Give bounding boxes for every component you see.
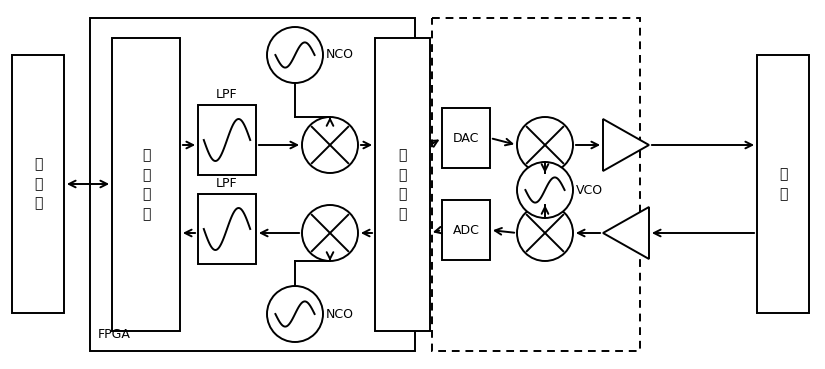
Circle shape bbox=[267, 27, 323, 83]
Bar bbox=[90, 18, 415, 351]
Bar bbox=[112, 38, 180, 331]
Bar bbox=[757, 55, 809, 313]
Circle shape bbox=[302, 117, 358, 173]
Text: 接
口
模
块: 接 口 模 块 bbox=[398, 148, 407, 221]
Bar bbox=[442, 200, 490, 260]
Circle shape bbox=[267, 286, 323, 342]
Text: VCO: VCO bbox=[576, 183, 603, 197]
Bar bbox=[432, 18, 640, 351]
Text: NCO: NCO bbox=[326, 48, 354, 62]
Bar bbox=[12, 55, 64, 313]
Text: 基
带
处
理: 基 带 处 理 bbox=[142, 148, 150, 221]
Text: LPF: LPF bbox=[216, 88, 238, 101]
Bar bbox=[442, 108, 490, 168]
Text: LPF: LPF bbox=[216, 177, 238, 190]
Circle shape bbox=[517, 117, 573, 173]
Circle shape bbox=[517, 205, 573, 261]
Text: 天
线: 天 线 bbox=[779, 167, 787, 201]
Bar bbox=[198, 105, 256, 175]
Circle shape bbox=[302, 205, 358, 261]
Text: DAC: DAC bbox=[453, 131, 479, 145]
Text: ADC: ADC bbox=[453, 224, 479, 237]
Text: 上
位
机: 上 位 机 bbox=[34, 158, 42, 210]
Text: FPGA: FPGA bbox=[98, 328, 131, 341]
Bar bbox=[375, 38, 430, 331]
Circle shape bbox=[517, 162, 573, 218]
Polygon shape bbox=[603, 207, 649, 259]
Bar bbox=[198, 194, 256, 264]
Polygon shape bbox=[603, 119, 649, 171]
Text: NCO: NCO bbox=[326, 307, 354, 321]
